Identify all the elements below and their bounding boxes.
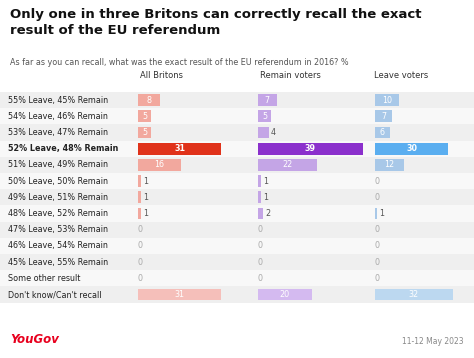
Bar <box>138 127 152 138</box>
Text: 39: 39 <box>305 144 316 153</box>
Text: 54% Leave, 46% Remain: 54% Leave, 46% Remain <box>8 112 108 121</box>
Bar <box>0 108 474 124</box>
Bar <box>375 143 448 155</box>
Text: 31: 31 <box>175 290 185 299</box>
Text: Remain voters: Remain voters <box>260 71 321 80</box>
Text: 31: 31 <box>174 144 185 153</box>
Bar <box>0 124 474 141</box>
Bar <box>258 143 363 155</box>
Text: 7: 7 <box>381 112 386 121</box>
Text: 20: 20 <box>280 290 290 299</box>
Bar <box>138 111 152 122</box>
Text: As far as you can recall, what was the exact result of the EU referendum in 2016: As far as you can recall, what was the e… <box>10 58 348 67</box>
Text: 11-12 May 2023: 11-12 May 2023 <box>402 337 464 346</box>
Bar <box>0 270 474 286</box>
Bar <box>375 159 404 171</box>
Text: 0: 0 <box>375 258 380 267</box>
Bar <box>0 92 474 108</box>
Bar <box>0 238 474 254</box>
Text: 10: 10 <box>382 96 392 105</box>
Bar <box>258 159 317 171</box>
Bar <box>258 175 261 187</box>
Text: 0: 0 <box>375 274 380 283</box>
Bar <box>0 173 474 189</box>
Bar <box>0 141 474 157</box>
Text: 0: 0 <box>138 225 143 234</box>
Text: 2: 2 <box>265 209 271 218</box>
Bar <box>0 157 474 173</box>
Bar <box>375 289 453 300</box>
Text: 22: 22 <box>283 160 293 169</box>
Text: 5: 5 <box>142 112 147 121</box>
Bar <box>138 94 160 106</box>
Text: Don't know/Can't recall: Don't know/Can't recall <box>8 290 101 299</box>
Text: 51% Leave, 49% Remain: 51% Leave, 49% Remain <box>8 160 108 169</box>
Text: 1: 1 <box>263 193 268 202</box>
Bar <box>258 94 277 106</box>
Text: 0: 0 <box>258 225 263 234</box>
Text: YouGov: YouGov <box>10 333 59 346</box>
Text: 1: 1 <box>143 209 148 218</box>
Text: 1: 1 <box>143 193 148 202</box>
Text: 4: 4 <box>271 128 276 137</box>
Text: 32: 32 <box>409 290 419 299</box>
Text: 0: 0 <box>375 225 380 234</box>
Bar <box>138 159 181 171</box>
Text: 50% Leave, 50% Remain: 50% Leave, 50% Remain <box>8 176 108 185</box>
Text: 8: 8 <box>146 96 151 105</box>
Bar <box>138 208 141 219</box>
Text: 0: 0 <box>375 193 380 202</box>
Text: 12: 12 <box>384 160 395 169</box>
Text: 0: 0 <box>375 241 380 250</box>
Text: 0: 0 <box>375 176 380 185</box>
Text: 53% Leave, 47% Remain: 53% Leave, 47% Remain <box>8 128 108 137</box>
Text: 16: 16 <box>155 160 164 169</box>
Text: 30: 30 <box>406 144 417 153</box>
Bar <box>258 289 312 300</box>
Text: 55% Leave, 45% Remain: 55% Leave, 45% Remain <box>8 96 108 105</box>
Bar <box>258 111 272 122</box>
Bar <box>258 127 269 138</box>
Bar <box>258 192 261 203</box>
Text: 7: 7 <box>265 96 270 105</box>
Text: 0: 0 <box>138 274 143 283</box>
Bar <box>0 205 474 222</box>
Text: 46% Leave, 54% Remain: 46% Leave, 54% Remain <box>8 241 108 250</box>
Bar <box>375 208 377 219</box>
Text: 5: 5 <box>262 112 267 121</box>
Bar <box>375 94 400 106</box>
Text: 0: 0 <box>258 274 263 283</box>
Bar <box>138 143 221 155</box>
Text: 0: 0 <box>258 241 263 250</box>
Text: 0: 0 <box>138 258 143 267</box>
Bar <box>258 208 264 219</box>
Text: Only one in three Britons can correctly recall the exact
result of the EU refere: Only one in three Britons can correctly … <box>10 8 421 37</box>
Text: 5: 5 <box>142 128 147 137</box>
Bar <box>375 111 392 122</box>
Text: All Britons: All Britons <box>140 71 183 80</box>
Bar <box>0 189 474 205</box>
Bar <box>0 222 474 238</box>
Bar <box>138 175 141 187</box>
Text: 1: 1 <box>263 176 268 185</box>
Bar <box>375 127 390 138</box>
Text: 0: 0 <box>258 258 263 267</box>
Text: 6: 6 <box>380 128 385 137</box>
Text: 48% Leave, 52% Remain: 48% Leave, 52% Remain <box>8 209 108 218</box>
Text: 47% Leave, 53% Remain: 47% Leave, 53% Remain <box>8 225 108 234</box>
Bar <box>138 192 141 203</box>
Text: 52% Leave, 48% Remain: 52% Leave, 48% Remain <box>8 144 118 153</box>
Text: 1: 1 <box>379 209 384 218</box>
Text: 0: 0 <box>138 241 143 250</box>
Text: 45% Leave, 55% Remain: 45% Leave, 55% Remain <box>8 258 108 267</box>
Text: 49% Leave, 51% Remain: 49% Leave, 51% Remain <box>8 193 108 202</box>
Bar <box>0 286 474 303</box>
Text: Leave voters: Leave voters <box>374 71 428 80</box>
Text: 1: 1 <box>143 176 148 185</box>
Bar <box>138 289 221 300</box>
Bar <box>0 254 474 270</box>
Text: Some other result: Some other result <box>8 274 81 283</box>
